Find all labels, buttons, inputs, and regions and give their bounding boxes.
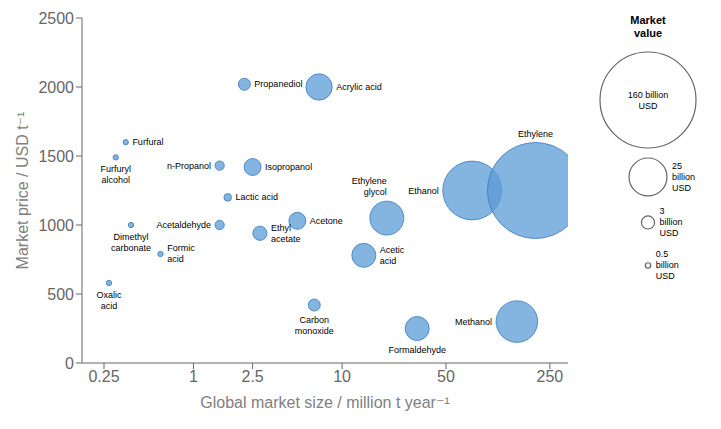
svg-text:Acetaldehyde: Acetaldehyde	[156, 220, 211, 230]
svg-text:2000: 2000	[38, 79, 74, 96]
svg-text:Oxalicacid: Oxalicacid	[96, 290, 122, 311]
svg-text:Aceticacid: Aceticacid	[380, 245, 405, 266]
svg-text:Formaldehyde: Formaldehyde	[388, 345, 446, 355]
svg-text:Furfural: Furfural	[132, 137, 163, 147]
svg-text:Global market size / million t: Global market size / million t year⁻¹	[200, 394, 449, 411]
svg-text:Market price / USD t⁻¹: Market price / USD t⁻¹	[14, 112, 31, 270]
svg-text:160 billionUSD: 160 billionUSD	[628, 90, 669, 111]
svg-text:0.5billionUSD: 0.5billionUSD	[656, 249, 679, 281]
svg-text:0: 0	[65, 355, 74, 372]
svg-text:Ethyleneglycol: Ethyleneglycol	[352, 176, 387, 197]
svg-text:Carbonmonoxide: Carbonmonoxide	[295, 315, 334, 336]
svg-text:Lactic acid: Lactic acid	[236, 192, 279, 202]
svg-text:3billionUSD: 3billionUSD	[660, 206, 683, 238]
svg-text:Formicacid: Formicacid	[167, 243, 195, 264]
svg-text:Furfurylalcohol: Furfurylalcohol	[100, 164, 131, 185]
svg-text:Isopropanol: Isopropanol	[265, 162, 312, 172]
svg-text:Propanediol: Propanediol	[254, 79, 302, 89]
svg-text:2500: 2500	[38, 10, 74, 27]
svg-text:Marketvalue: Marketvalue	[630, 14, 666, 39]
svg-text:Acrylic acid: Acrylic acid	[336, 82, 382, 92]
svg-text:2.5: 2.5	[241, 368, 263, 385]
svg-text:1500: 1500	[38, 148, 74, 165]
svg-text:Acetone: Acetone	[310, 216, 343, 226]
svg-text:50: 50	[437, 368, 455, 385]
svg-text:Dimethylcarbonate: Dimethylcarbonate	[111, 232, 151, 253]
svg-text:500: 500	[47, 286, 74, 303]
svg-text:0.25: 0.25	[88, 368, 119, 385]
svg-text:25billionUSD: 25billionUSD	[672, 161, 695, 193]
svg-text:1000: 1000	[38, 217, 74, 234]
svg-text:1: 1	[189, 368, 198, 385]
svg-text:Methanol: Methanol	[455, 317, 492, 327]
svg-text:250: 250	[537, 368, 564, 385]
svg-text:Ethylacetate: Ethylacetate	[271, 223, 301, 244]
svg-text:Ethanol: Ethanol	[408, 186, 439, 196]
svg-text:10: 10	[333, 368, 351, 385]
svg-text:n-Propanol: n-Propanol	[167, 161, 211, 171]
svg-text:Ethylene: Ethylene	[518, 129, 553, 139]
